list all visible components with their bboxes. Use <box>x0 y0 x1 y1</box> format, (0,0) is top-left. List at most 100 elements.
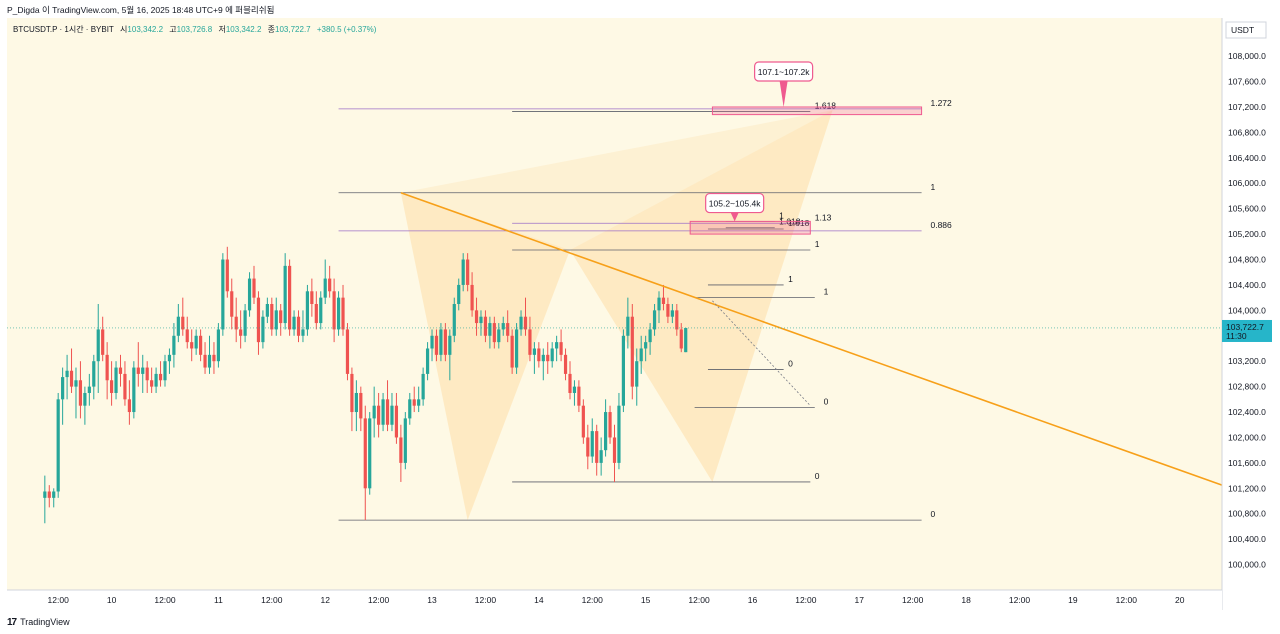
candle <box>336 291 341 336</box>
candle-body <box>630 316 634 387</box>
candle <box>198 329 203 362</box>
candle-body <box>350 373 354 413</box>
candle-body <box>198 335 203 355</box>
candle-body <box>372 405 376 419</box>
candle <box>47 485 51 508</box>
candle <box>506 310 510 343</box>
candle <box>167 348 172 374</box>
candle <box>181 297 185 336</box>
candle-body <box>457 284 461 304</box>
candle-body <box>568 373 572 393</box>
candle-body <box>123 373 127 400</box>
price-tick-label: 102,800.0 <box>1228 382 1266 392</box>
candle <box>132 361 136 419</box>
candle <box>359 386 363 432</box>
price-axis[interactable]: USDT 108,000.0 107,600.0 107,200.0 106,800.0… <box>1221 18 1273 610</box>
pattern-triangle-bcd[interactable] <box>569 110 833 482</box>
trendline[interactable] <box>400 192 1223 486</box>
candle-body <box>670 310 674 317</box>
candle <box>105 342 109 400</box>
price-tick-label: 107,600.0 <box>1228 77 1266 87</box>
target-zone-box[interactable] <box>689 220 811 235</box>
harmonic-pattern[interactable] <box>400 110 833 521</box>
candle <box>78 361 83 419</box>
candle-body <box>207 354 212 368</box>
candle-body <box>621 335 626 406</box>
candle <box>172 323 176 368</box>
candle-body <box>310 291 314 304</box>
candles <box>43 246 688 524</box>
candle <box>590 418 594 463</box>
candle-body <box>421 373 425 400</box>
candle <box>61 367 65 425</box>
target-zone[interactable]: 107.1~107.2k <box>711 61 923 116</box>
candle <box>372 386 376 438</box>
candle <box>381 392 385 432</box>
symbol-name[interactable]: BTCUSDT.P · 1시간 · BYBIT <box>13 25 114 34</box>
price-tick-label: 103,200.0 <box>1228 356 1266 366</box>
candle <box>212 342 216 374</box>
target-zone-box[interactable] <box>711 106 923 116</box>
candle-body <box>439 329 443 355</box>
currency-button[interactable]: USDT <box>1225 21 1267 39</box>
time-tick-label: 11 <box>214 595 223 605</box>
target-zone[interactable]: 105.2~105.4k <box>689 192 811 235</box>
candle-body <box>501 323 505 330</box>
candle <box>403 412 407 470</box>
target-callout-pointer <box>779 81 788 107</box>
candle <box>563 348 568 381</box>
candle <box>639 335 643 374</box>
bar-countdown: 11:30 <box>1226 331 1247 341</box>
candle <box>101 316 105 362</box>
time-axis[interactable]: 12:00 10 12:00 11 12:00 12 12:00 13 12:00 14 12:00… <box>7 589 1222 610</box>
candle-body <box>443 329 447 355</box>
candle-body <box>488 323 492 336</box>
candle-body <box>288 265 292 330</box>
candle-body <box>474 310 479 324</box>
overlay-drawings[interactable]: 107.1~107.2k 105.2~105.4k <box>7 61 1223 486</box>
high-label: 고 <box>169 25 177 34</box>
candle-body <box>305 291 310 330</box>
low-value: 103,342.2 <box>225 25 262 34</box>
candle-body <box>47 491 51 498</box>
fib-set-c[interactable]: 10 <box>694 287 829 408</box>
target-callout-box[interactable] <box>754 61 814 82</box>
candle <box>141 354 145 393</box>
candle <box>599 437 603 476</box>
candle-body <box>252 278 256 298</box>
candle-body <box>230 291 234 317</box>
time-tick-label: 12:00 <box>154 595 176 605</box>
candle-body <box>510 335 514 368</box>
candle <box>305 284 310 336</box>
candle <box>176 304 180 343</box>
candle-body <box>101 329 105 355</box>
candle <box>412 386 416 413</box>
candle-body <box>425 348 430 374</box>
candle-body <box>332 291 336 330</box>
candle-body <box>203 354 207 368</box>
candle-body <box>154 373 158 387</box>
candle <box>399 424 403 482</box>
candle <box>626 297 630 349</box>
candle <box>430 329 434 362</box>
pattern-triangle-xbd[interactable] <box>400 110 833 250</box>
tradingview-logo: 17 <box>7 616 17 628</box>
time-tick-label: 12 <box>320 595 330 605</box>
candle <box>270 297 274 336</box>
fib-set-a[interactable]: 1 0.886 1.272 0 <box>338 98 952 521</box>
candle <box>252 265 256 304</box>
candle <box>648 323 652 355</box>
candle <box>461 253 465 292</box>
candle-body <box>648 329 652 343</box>
fib-set-d[interactable]: 1 0 1.618 <box>707 218 810 370</box>
candle <box>145 361 149 393</box>
currency-button-box[interactable] <box>1225 21 1267 39</box>
candle-body <box>572 386 577 393</box>
last-price-value: 103,722.7 <box>1226 322 1264 332</box>
candle <box>443 323 447 362</box>
price-tick-label: 104,000.0 <box>1228 305 1266 315</box>
pattern-triangle-xab[interactable] <box>400 192 570 521</box>
candle <box>109 361 114 406</box>
fib-level-label: 0.886 <box>930 220 952 230</box>
